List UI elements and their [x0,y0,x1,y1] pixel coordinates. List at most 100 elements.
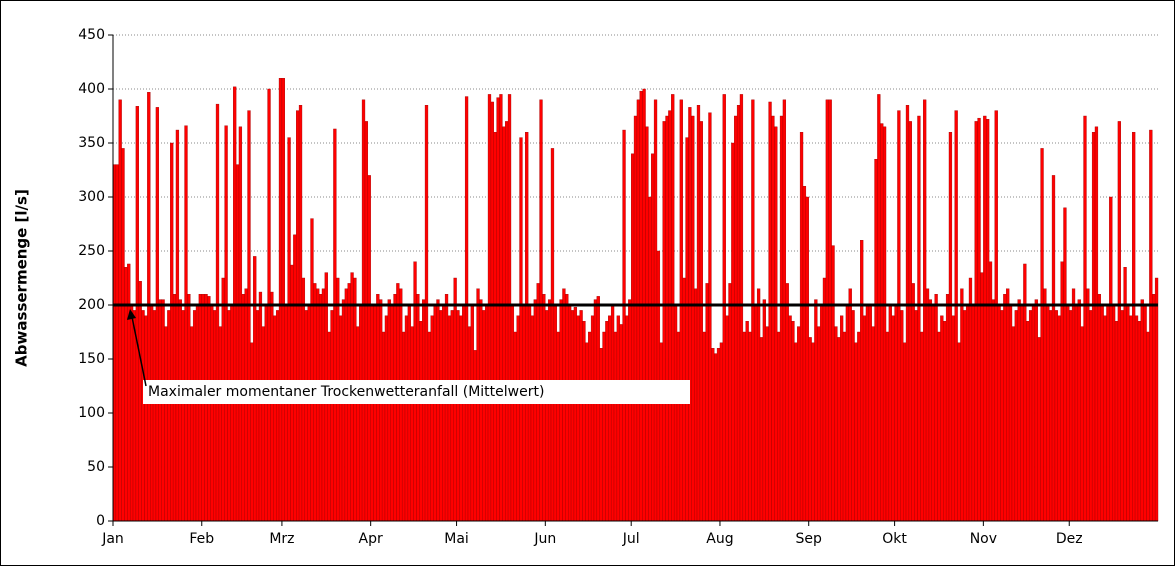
bar [671,94,675,522]
bar [1034,299,1038,522]
bar [547,299,552,522]
bar [668,110,672,522]
bar [170,142,174,522]
bar [359,304,363,522]
y-tick-label: 250 [78,243,105,259]
bar [487,94,492,522]
bar [456,310,460,522]
bar [754,304,758,522]
bar [519,137,523,522]
bar [636,99,640,522]
bar [459,315,463,522]
bar [633,115,638,522]
bar [960,288,964,522]
bar [493,131,497,522]
bar [848,288,852,522]
bar [845,304,849,522]
bar [988,261,993,522]
bar [765,326,769,522]
arrow-head [127,309,136,320]
bar [192,310,197,522]
bar [284,304,288,522]
bar [442,304,446,522]
bar [986,119,990,522]
bar [525,131,529,522]
bar [860,239,864,522]
bar [596,296,600,522]
bar [404,315,409,522]
bar [880,123,884,522]
bar [699,121,703,522]
bar [648,196,652,522]
bar [379,299,383,522]
y-tick-label: 50 [87,459,105,475]
bar [327,331,331,522]
bar [814,299,818,522]
bar [954,110,958,522]
bar [1060,261,1064,522]
bar [628,299,632,522]
bar [204,294,208,522]
bar [278,77,283,522]
bar [897,110,901,522]
bar [238,126,243,522]
y-tick-label: 200 [78,297,105,313]
bar [920,331,924,522]
annotation-box [143,380,690,404]
bar [310,218,314,522]
bar [307,304,311,522]
bar [851,310,855,522]
bar [825,99,829,522]
bar [777,331,781,522]
bar [593,299,598,522]
bar [361,99,366,522]
bar [888,304,892,522]
bar [121,148,125,522]
bar [218,326,222,522]
bar [837,337,841,522]
bar [808,337,812,522]
bar [129,304,134,522]
bar [1094,126,1099,522]
bar [788,315,792,522]
bar [702,331,706,522]
bar [473,350,477,522]
bar [1083,115,1087,522]
bar [1006,288,1010,522]
bar [1063,207,1067,522]
bar [968,277,973,522]
bar [911,283,915,522]
bar [645,126,649,522]
bar [141,310,145,522]
bar [573,306,578,522]
bar [261,326,265,522]
bar [1111,304,1116,522]
bar [235,164,240,522]
bar [298,104,303,522]
bar [1126,304,1130,522]
bar [296,110,300,522]
bar [270,291,274,522]
bar [1117,121,1121,522]
bar [900,310,904,522]
bar [530,315,535,522]
bar [1097,294,1101,522]
bar [688,107,692,522]
bar [373,304,377,522]
bar [1140,299,1144,522]
bar [1008,304,1013,522]
bar [977,117,981,522]
bar [499,94,503,522]
bar [805,196,809,522]
bar [625,315,629,522]
bar [132,310,137,522]
bar [215,103,220,522]
bar [785,283,789,522]
bar [791,321,795,522]
bar [708,112,712,522]
bar [1020,304,1024,522]
bar [155,107,160,522]
bar [613,331,618,522]
bar [854,342,858,522]
bar [367,175,371,522]
